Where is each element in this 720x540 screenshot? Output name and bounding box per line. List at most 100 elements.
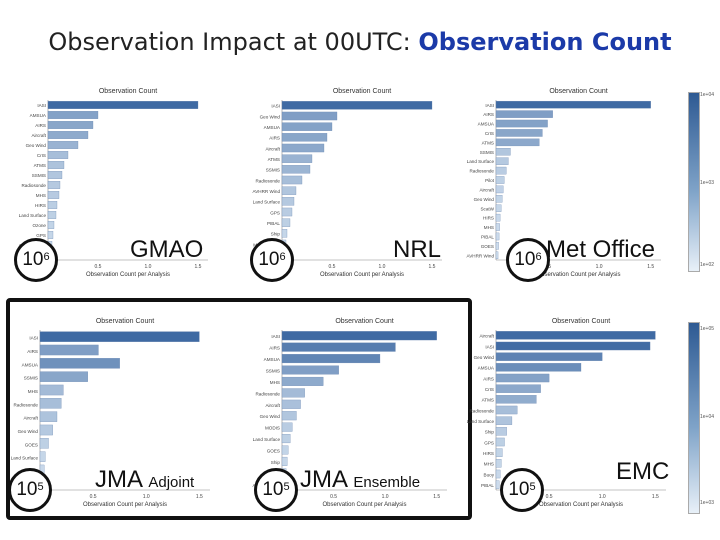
bar [281, 101, 433, 110]
category-label: IASI [29, 336, 38, 341]
category-label: AIRS [483, 376, 494, 381]
category-label: GOES [481, 244, 494, 249]
x-tick-label: 0.5 [330, 494, 337, 500]
bar [281, 218, 291, 227]
category-label: ATMS [482, 140, 494, 145]
category-label: Land Surface [11, 456, 39, 461]
x-axis-label: Observation Count per Analysis [538, 502, 624, 508]
bar [281, 354, 381, 364]
colorbar-bottom [688, 322, 700, 514]
scale-base: 10 [22, 249, 44, 270]
bar [281, 445, 289, 455]
category-label: IASI [271, 334, 280, 339]
bar [281, 388, 305, 398]
category-label: SSMIS [480, 150, 494, 155]
bar [281, 365, 339, 375]
x-tick-label: 1.0 [379, 264, 386, 270]
center-name-main: JMA [95, 466, 142, 493]
colorbar-top [688, 92, 700, 272]
bar [47, 181, 61, 189]
category-label: HIRS [483, 451, 494, 456]
bar [495, 129, 543, 137]
colorbar-tick: 1e+04 [700, 414, 715, 420]
colorbar-tick: 1e+04 [700, 92, 715, 98]
category-label: GOES [25, 442, 38, 447]
category-label: IASI [485, 103, 494, 108]
x-tick-label: 1.0 [599, 494, 606, 500]
bar [281, 411, 297, 421]
category-label: ATMS [482, 398, 494, 403]
chart-title: Observation Count [335, 318, 394, 325]
category-label: Ship [271, 460, 281, 465]
category-label: Aircraft [23, 416, 38, 421]
bar [39, 358, 120, 369]
center-name-main: NRL [393, 236, 442, 263]
chart-panel-jma_ensemble: Observation Count IASI AIRS AMSUA SSMIS MHS Ra… [248, 318, 458, 518]
scale-badge: 10 6 [250, 238, 294, 282]
category-label: Geo Wind [474, 197, 495, 202]
scale-exponent: 5 [529, 481, 536, 493]
category-label: Ship [485, 430, 495, 435]
bar [495, 373, 550, 383]
colorbar-tick: 1e+02 [700, 262, 715, 268]
category-label: AMSUA [30, 113, 47, 118]
center-name-main: GMAO [130, 236, 204, 263]
category-label: MHS [270, 380, 280, 385]
x-tick-label: 1.5 [652, 494, 659, 500]
category-label: IASI [37, 103, 46, 108]
bar [495, 469, 501, 479]
category-label: GPS [270, 210, 280, 215]
category-label: AVHRR Wind [467, 253, 495, 258]
bar [281, 229, 288, 238]
bar [495, 223, 500, 231]
center-name: Met Office [546, 236, 655, 264]
bar [47, 131, 89, 139]
center-name: JMA Adjoint [95, 466, 194, 494]
category-label: Aircraft [265, 403, 280, 408]
bar [495, 185, 504, 194]
chart-title: Observation Count [98, 88, 158, 95]
center-name-main: JMA [300, 466, 347, 493]
category-label: AIRS [35, 123, 46, 128]
category-label: SSMIS [24, 376, 38, 381]
bar [281, 122, 333, 131]
category-label: AIRS [269, 346, 280, 351]
bar [495, 119, 548, 128]
category-label: MHS [484, 225, 494, 230]
chart-title: Observation Count [95, 318, 155, 325]
category-label: AMSUA [264, 357, 281, 362]
bar [281, 154, 313, 163]
category-label: GPS [484, 440, 494, 445]
bar [39, 424, 53, 436]
category-label: MHS [36, 193, 46, 198]
category-label: Land Surface [253, 200, 281, 205]
chart-title: Observation Count [549, 88, 608, 95]
x-tick-label: 0.5 [329, 264, 336, 270]
x-tick-label: 1.5 [196, 494, 203, 500]
category-label: AIRS [27, 349, 38, 354]
scale-badge: 10 6 [506, 238, 550, 282]
category-label: AMSUA [22, 362, 39, 367]
category-label: AMSUA [264, 125, 281, 130]
bar [495, 459, 502, 468]
category-label: Land Surface [467, 419, 495, 424]
category-label: Radiosonde [21, 183, 46, 188]
bar [495, 213, 501, 222]
category-label: SSMIS [32, 173, 46, 178]
category-label: AMSUA [478, 366, 495, 371]
scale-base: 10 [508, 479, 530, 500]
bar-chart: IASI AIRS AMSUA CrIS ATMS SSMIS Land Surface Ra… [467, 100, 661, 270]
scale-badge: 10 6 [14, 238, 58, 282]
bar [495, 437, 505, 447]
bar [281, 186, 297, 195]
bar [495, 176, 505, 184]
category-label: Aircraft [265, 146, 280, 151]
x-tick-label: 1.0 [596, 264, 603, 270]
scale-base: 10 [16, 479, 38, 500]
bar [47, 141, 79, 149]
bar [47, 171, 63, 179]
category-label: AMSUA [478, 122, 495, 127]
scale-exponent: 6 [279, 251, 286, 263]
scale-exponent: 5 [37, 481, 44, 493]
category-label: Radiosonde [469, 408, 494, 413]
